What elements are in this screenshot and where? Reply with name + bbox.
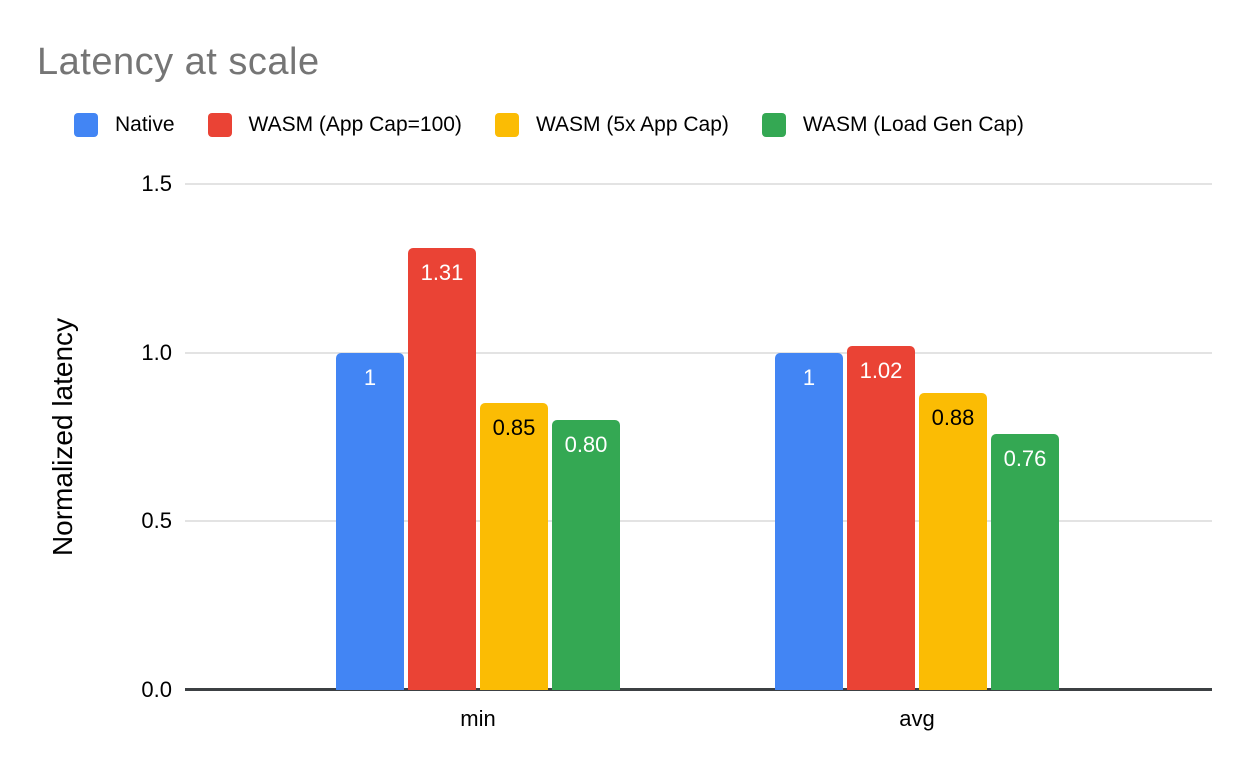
gridline-1.0 [185,351,1212,354]
legend-label: Native [115,113,175,136]
legend-item-native: Native [74,113,175,137]
bar-min-wasm-load-gen-cap: 0.80 [552,420,620,690]
bar-min-wasm-5x-app-cap: 0.85 [480,403,548,690]
bar-value-label: 0.85 [492,415,536,441]
y-tick-label-1.0: 1.0 [141,339,172,365]
legend-swatch-icon [494,113,519,137]
bar-avg-wasm-load-gen-cap: 0.76 [991,433,1059,690]
legend-item-wasm-5x-app-cap: WASM (5x App Cap) [494,113,729,137]
gridline-1.5 [185,183,1212,185]
legend-swatch-icon [761,113,786,137]
bar-value-label: 0.76 [1003,445,1047,471]
y-axis-title: Normalized latency [47,317,78,557]
bar-value-label: 1 [802,364,816,390]
bar-min-native: 1 [336,352,404,690]
bar-value-label: 1.02 [859,357,903,383]
legend-label: WASM (5x App Cap) [535,113,729,136]
bar-group-min: 1 1.31 0.85 0.80 [336,248,620,690]
gridline-0.5 [185,520,1212,523]
legend-swatch-icon [207,113,232,137]
bar-group-avg: 1 1.02 0.88 0.76 [775,345,1059,690]
y-tick-label-0.0: 0.0 [141,677,172,702]
bar-value-label: 0.88 [931,405,975,431]
bar-min-wasm-app-cap-100: 1.31 [408,248,476,690]
bar-value-label: 1.31 [420,260,464,286]
chart-title: Latency at scale [37,41,320,83]
y-tick-label-1.5: 1.5 [141,171,172,196]
bar-avg-wasm-5x-app-cap: 0.88 [919,393,987,690]
bar-value-label: 0.80 [564,432,608,458]
legend-swatch-icon [74,113,98,137]
bar-avg-native: 1 [775,352,843,690]
legend-label: WASM (Load Gen Cap) [802,113,1024,136]
legend-item-wasm-load-gen-cap: WASM (Load Gen Cap) [761,113,1024,137]
legend-label: WASM (App Cap=100) [248,113,462,136]
legend: Native WASM (App Cap=100) WASM (5x App Cap… [74,110,1024,140]
plot-area: 1 1.31 0.85 0.80 1 1.02 0.88 0.76 [185,183,1212,691]
x-tick-label-min: min [460,706,496,731]
x-axis-line [185,688,1212,691]
bar-avg-wasm-app-cap-100: 1.02 [847,345,915,690]
bar-value-label: 1 [363,364,377,390]
y-tick-label-0.5: 0.5 [141,508,172,534]
x-tick-label-avg: avg [899,706,935,731]
legend-item-wasm-app-cap-100: WASM (App Cap=100) [207,113,462,137]
